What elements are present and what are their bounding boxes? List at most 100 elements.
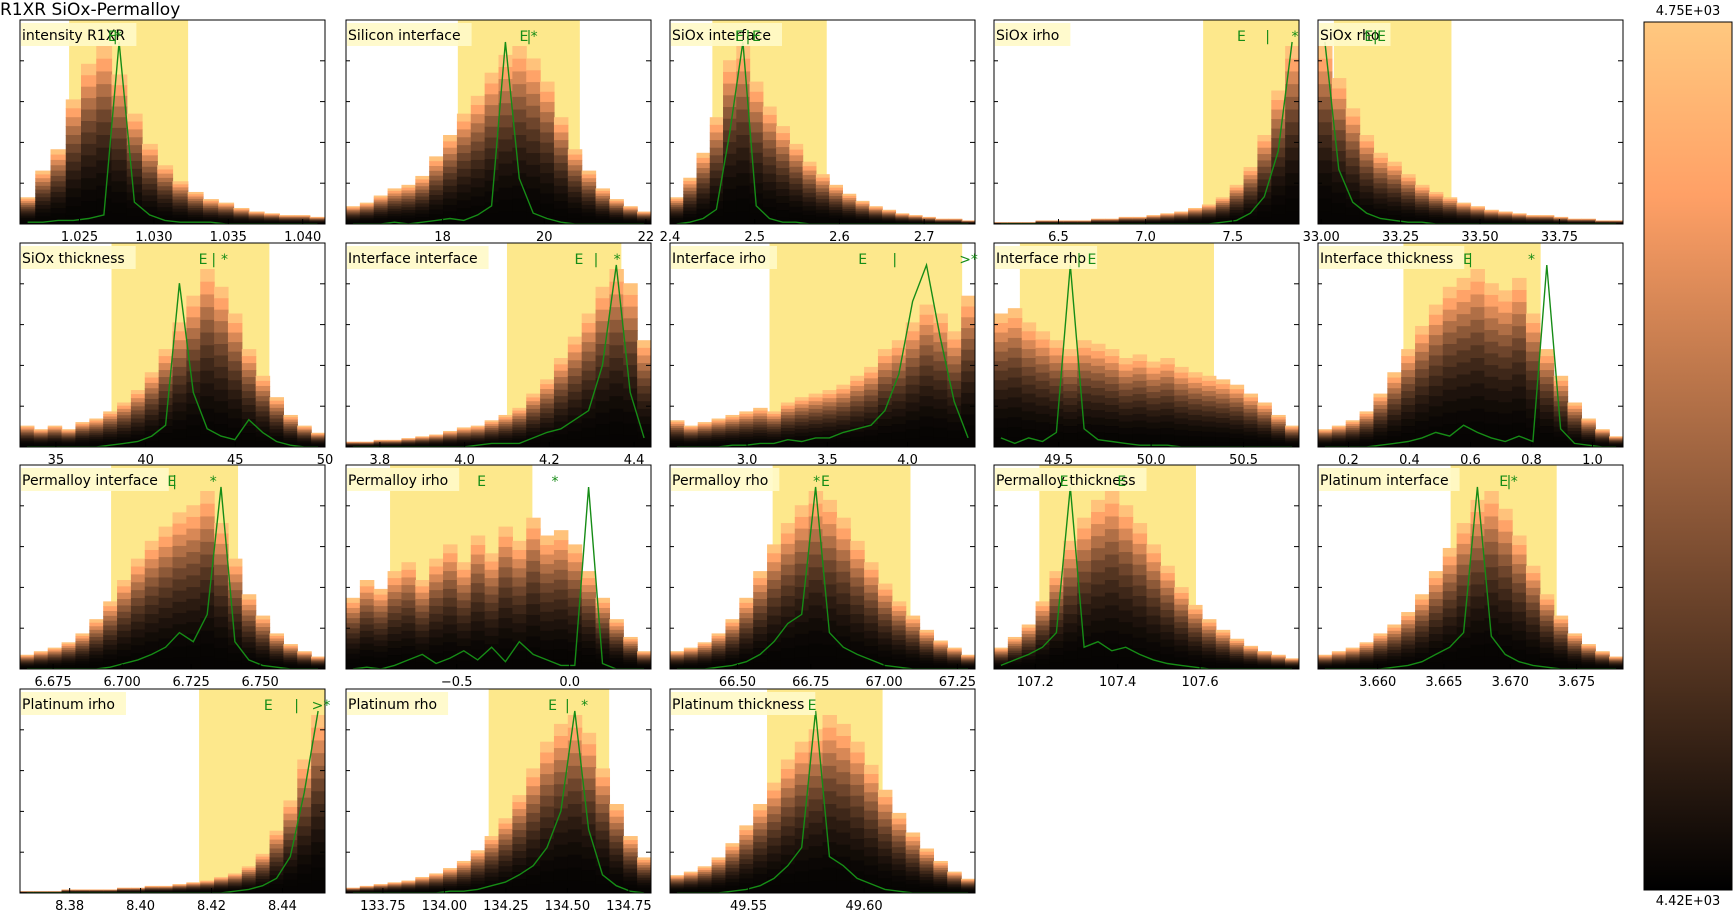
hist-cell xyxy=(1104,580,1120,594)
x-tick-label: 3.8 xyxy=(370,453,391,468)
hist-cell xyxy=(1415,377,1430,388)
hist-cell xyxy=(1512,219,1527,221)
hist-cell xyxy=(1567,656,1583,660)
hist-cell xyxy=(637,416,651,425)
hist-cell xyxy=(794,425,810,430)
hist-cell xyxy=(829,215,843,220)
hist-cell xyxy=(1077,370,1092,379)
hist-cell xyxy=(609,216,624,220)
hist-cell xyxy=(864,401,879,408)
hist-cell xyxy=(581,170,597,176)
hist-cell xyxy=(142,155,158,162)
hist-cell xyxy=(581,380,597,391)
hist-cell xyxy=(126,192,143,201)
hist-cell xyxy=(933,418,948,429)
hist-cell xyxy=(789,161,804,168)
hist-cell xyxy=(203,213,219,216)
hist-cell xyxy=(130,574,146,583)
hist-cell xyxy=(864,630,879,640)
hist-cell xyxy=(484,435,500,439)
hist-cell xyxy=(443,606,458,617)
hist-cell xyxy=(1498,611,1513,624)
hist-cell xyxy=(526,164,541,178)
hist-cell xyxy=(1035,630,1051,636)
hist-cell xyxy=(415,175,430,180)
hist-cell xyxy=(1271,433,1286,437)
hist-cell xyxy=(248,216,265,219)
hist-cell xyxy=(933,650,948,654)
hist-cell xyxy=(1498,391,1513,403)
hist-cell xyxy=(172,358,187,368)
hist-cell xyxy=(1049,648,1064,656)
hist-cell xyxy=(623,217,638,220)
hist-cell xyxy=(311,434,325,437)
hist-cell xyxy=(1442,401,1458,414)
hist-cell xyxy=(595,613,611,619)
hist-cell xyxy=(1442,222,1458,224)
hist-cell xyxy=(1257,652,1272,655)
hist-cell xyxy=(1401,370,1416,378)
hist-cell xyxy=(947,661,962,664)
hist-cell xyxy=(144,430,160,437)
hist-cell xyxy=(117,437,132,442)
hist-cell xyxy=(1091,620,1106,634)
hist-cell xyxy=(200,319,215,334)
hist-cell xyxy=(20,659,35,662)
hist-cell xyxy=(1229,666,1245,669)
hist-cell xyxy=(1318,658,1333,661)
hist-cell xyxy=(96,147,113,162)
hist-cell xyxy=(540,564,555,575)
hist-cell xyxy=(65,99,82,109)
hist-cell xyxy=(933,654,948,658)
hist-cell xyxy=(1091,358,1106,367)
hist-cell xyxy=(130,390,146,395)
hist-cell xyxy=(1595,434,1610,437)
hist-cell xyxy=(1470,383,1485,397)
hist-cell xyxy=(172,349,187,359)
hist-cell xyxy=(187,201,204,204)
hist-cell xyxy=(1345,174,1361,184)
hist-cell xyxy=(725,622,740,627)
hist-cell xyxy=(908,221,923,223)
hist-cell xyxy=(947,656,962,659)
hist-cell xyxy=(1035,635,1051,641)
hist-cell xyxy=(1146,615,1161,626)
hist-cell xyxy=(1021,375,1037,386)
hist-cell xyxy=(47,439,63,442)
hist-cell xyxy=(526,401,541,406)
hist-cell xyxy=(1243,659,1259,662)
hist-cell xyxy=(540,573,555,584)
hist-cell xyxy=(241,604,257,611)
hist-cell xyxy=(919,304,935,316)
hist-cell xyxy=(1318,665,1333,668)
hist-cell xyxy=(864,372,879,379)
hist-cell xyxy=(1257,424,1272,429)
hist-cell xyxy=(1174,220,1189,222)
hist-cell xyxy=(762,123,777,133)
hist-cell xyxy=(789,195,804,202)
hist-cell xyxy=(415,440,430,443)
hist-cell xyxy=(373,195,389,199)
hist-cell xyxy=(359,205,375,208)
hist-cell xyxy=(808,427,824,433)
hist-cell xyxy=(540,408,555,414)
hist-cell xyxy=(1063,377,1078,385)
hist-cell xyxy=(1243,171,1259,176)
hist-cell xyxy=(142,201,158,208)
hist-cell xyxy=(697,663,713,666)
hist-cell xyxy=(1539,610,1555,617)
hist-cell xyxy=(895,219,910,221)
hist-cell xyxy=(725,644,740,649)
hist-cell xyxy=(1428,375,1444,387)
hist-cell xyxy=(186,528,201,541)
hist-cell xyxy=(697,445,713,447)
hist-cell xyxy=(75,438,90,441)
hist-cell xyxy=(637,219,651,222)
hist-cell xyxy=(961,666,975,669)
curve-line xyxy=(26,486,319,669)
hist-cell xyxy=(1146,219,1161,221)
hist-cell xyxy=(1581,434,1596,438)
hist-cell xyxy=(1539,215,1555,217)
